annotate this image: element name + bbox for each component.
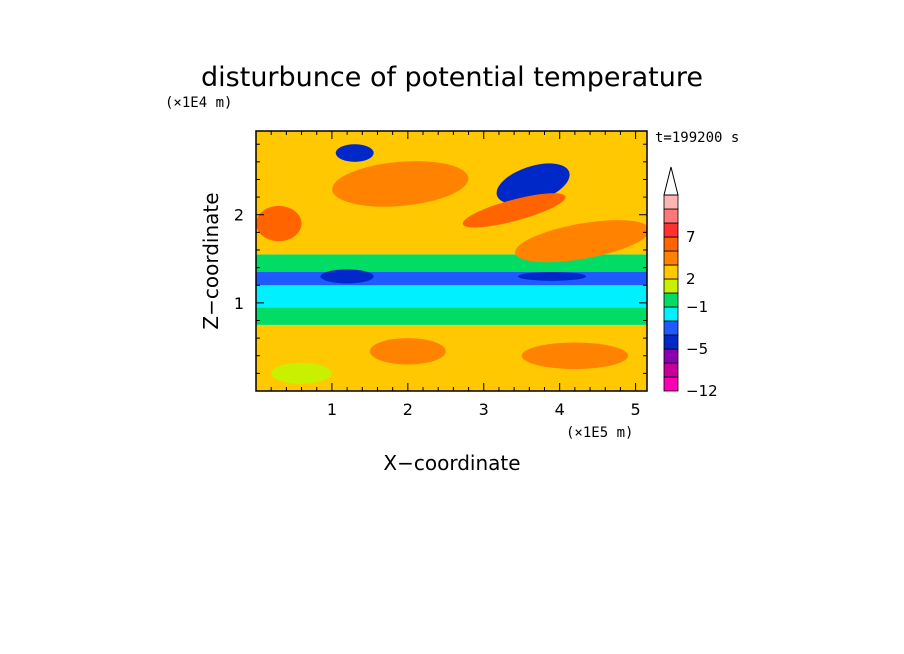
colorbar-swatch [663,306,679,322]
colorbar-swatch [663,348,679,364]
contour-features [256,144,647,384]
contour-feature [271,362,332,384]
colorbar-label: 2 [686,270,696,288]
contour-feature [521,342,629,369]
colorbar: −12−5−127 [663,166,718,400]
x-tick-label: 4 [555,400,565,419]
x-tick-label: 1 [327,400,337,419]
contour-feature [515,220,647,263]
colorbar-swatch [663,222,679,238]
contour-band [256,307,647,325]
contour-feature [517,272,587,281]
y-tick-label: 1 [234,294,244,313]
colorbar-swatch [663,278,679,294]
colorbar-extend-arrow [663,166,679,196]
time-label: t=199200 s [655,130,739,146]
colorbar-label: −1 [686,298,708,316]
colorbar-swatch [663,236,679,252]
colorbar-label: −12 [686,382,718,400]
colorbar-swatch [663,320,679,336]
chart-title: disturbunce of potential temperature [201,62,703,93]
y-axis-ticks: 12 [234,143,647,392]
colorbar-label: 7 [686,228,696,246]
contour-plot-area [256,131,647,391]
plot-frame [255,130,648,392]
colorbar-label: −5 [686,340,708,358]
colorbar-swatch [663,334,679,350]
x-tick-label: 2 [403,400,413,419]
colorbar-swatch [663,292,679,308]
x-tick-label: 5 [631,400,641,419]
contour-feature [256,205,302,242]
colorbar-swatch [663,250,679,266]
x-tick-label: 3 [479,400,489,419]
contour-band [256,285,647,308]
x-axis-label: X−coordinate [383,451,520,475]
contour-feature [335,144,374,162]
colorbar-swatch [663,362,679,378]
y-axis-label: Z−coordinate [199,192,223,329]
y-unit-label: (×1E4 m) [165,95,232,111]
y-tick-label: 2 [234,206,244,225]
contour-feature [369,338,446,365]
colorbar-swatch [663,194,679,210]
contour-band [256,324,647,343]
x-unit-label: (×1E5 m) [566,425,633,441]
colorbar-swatch [663,264,679,280]
colorbar-swatch [663,376,679,392]
contour-feature [462,193,566,228]
contour-band [256,272,647,286]
x-axis-ticks: 1 2 3 4 5 [255,131,641,419]
contour-feature [332,161,469,207]
contour-feature [320,269,374,284]
colorbar-swatch [663,208,679,224]
